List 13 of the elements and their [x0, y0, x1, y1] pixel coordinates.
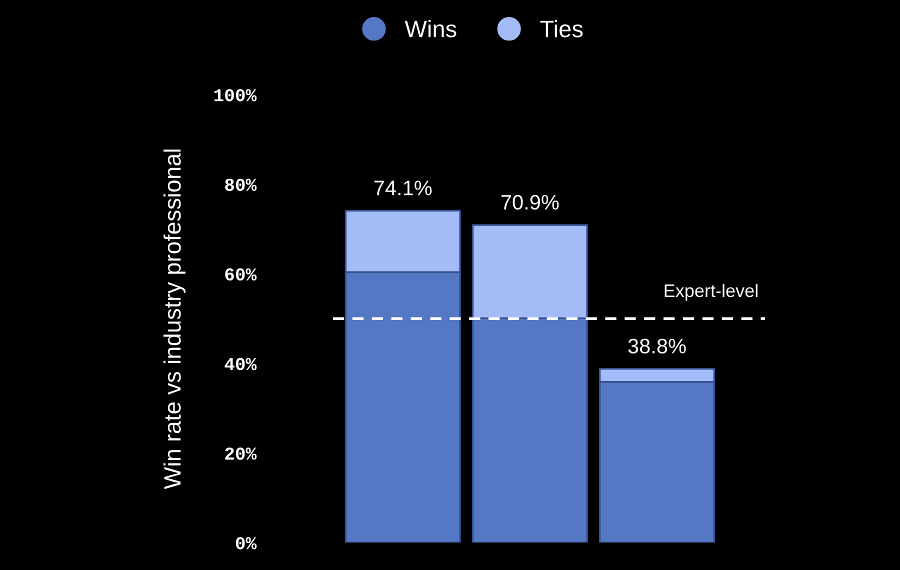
y-tick-label: 0% [236, 537, 257, 550]
legend-label: Wins [404, 20, 456, 38]
total-label: 74.1% [374, 180, 432, 196]
y-tick-label: 20% [225, 448, 257, 460]
y-tick-label: 60% [225, 268, 257, 281]
y-axis-title: Win rate vs industry professional [163, 150, 186, 490]
total-label: 38.8% [628, 338, 686, 354]
ref-line-label: Expert-level [664, 284, 758, 301]
y-tick-label: 100% [214, 89, 257, 102]
legend-label: Ties [540, 20, 583, 38]
total-label: 70.9% [501, 194, 559, 210]
y-tick-label: 80% [225, 178, 257, 191]
y-tick-label: 40% [224, 358, 257, 370]
